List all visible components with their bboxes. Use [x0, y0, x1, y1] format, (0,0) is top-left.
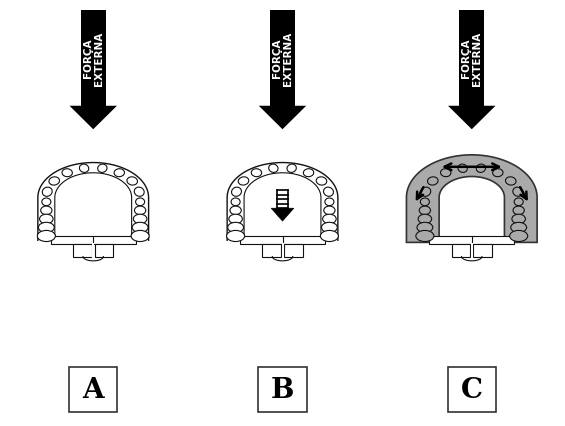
Ellipse shape [131, 231, 149, 242]
Ellipse shape [38, 223, 54, 233]
Ellipse shape [419, 207, 431, 215]
Ellipse shape [238, 177, 249, 186]
Ellipse shape [62, 169, 72, 177]
Polygon shape [429, 236, 514, 244]
Polygon shape [448, 106, 496, 130]
Polygon shape [270, 11, 295, 107]
Polygon shape [451, 244, 470, 257]
Ellipse shape [506, 177, 516, 186]
Ellipse shape [324, 207, 335, 215]
Polygon shape [284, 244, 303, 257]
Text: B: B [271, 376, 294, 403]
Ellipse shape [287, 165, 296, 173]
Polygon shape [259, 106, 306, 130]
Ellipse shape [232, 188, 241, 197]
Polygon shape [271, 209, 294, 222]
Ellipse shape [421, 188, 431, 197]
Ellipse shape [513, 188, 523, 197]
Ellipse shape [134, 207, 146, 215]
Ellipse shape [418, 215, 432, 224]
Ellipse shape [98, 165, 107, 173]
Ellipse shape [324, 188, 333, 197]
Text: A: A [82, 376, 104, 403]
FancyBboxPatch shape [69, 367, 118, 412]
Ellipse shape [37, 231, 55, 242]
Ellipse shape [325, 199, 334, 206]
Ellipse shape [321, 223, 337, 233]
Polygon shape [406, 155, 537, 243]
Text: FORÇA
EXTERNA: FORÇA EXTERNA [83, 32, 103, 86]
Ellipse shape [417, 223, 433, 233]
Text: C: C [461, 376, 483, 403]
FancyBboxPatch shape [447, 367, 496, 412]
Text: FORÇA
EXTERNA: FORÇA EXTERNA [462, 32, 482, 86]
Polygon shape [240, 236, 325, 244]
Ellipse shape [136, 199, 145, 206]
Ellipse shape [458, 165, 467, 173]
Ellipse shape [269, 165, 278, 173]
Polygon shape [73, 244, 92, 257]
Ellipse shape [428, 177, 438, 186]
Ellipse shape [42, 188, 52, 197]
Polygon shape [69, 106, 117, 130]
Ellipse shape [134, 188, 144, 197]
Ellipse shape [323, 215, 336, 224]
Polygon shape [277, 191, 288, 209]
Ellipse shape [510, 231, 528, 242]
Ellipse shape [133, 215, 147, 224]
Ellipse shape [493, 169, 503, 177]
Ellipse shape [80, 165, 89, 173]
Polygon shape [459, 11, 484, 107]
Ellipse shape [316, 177, 327, 186]
Ellipse shape [42, 199, 51, 206]
Ellipse shape [416, 231, 434, 242]
Ellipse shape [476, 165, 485, 173]
Ellipse shape [127, 177, 137, 186]
Ellipse shape [227, 231, 245, 242]
Polygon shape [81, 11, 106, 107]
Polygon shape [51, 236, 136, 244]
Ellipse shape [420, 199, 429, 206]
Ellipse shape [229, 215, 242, 224]
Ellipse shape [49, 177, 59, 186]
Ellipse shape [132, 223, 148, 233]
Ellipse shape [511, 223, 527, 233]
Polygon shape [473, 244, 492, 257]
Polygon shape [95, 244, 114, 257]
FancyBboxPatch shape [259, 367, 306, 412]
Ellipse shape [230, 207, 241, 215]
Ellipse shape [251, 169, 262, 177]
Polygon shape [262, 244, 281, 257]
Text: FORÇA
EXTERNA: FORÇA EXTERNA [272, 32, 293, 86]
Ellipse shape [303, 169, 314, 177]
Ellipse shape [41, 207, 52, 215]
Ellipse shape [40, 215, 53, 224]
Ellipse shape [114, 169, 124, 177]
Ellipse shape [228, 223, 244, 233]
Ellipse shape [512, 215, 525, 224]
Ellipse shape [231, 199, 240, 206]
Ellipse shape [441, 169, 451, 177]
Ellipse shape [514, 199, 523, 206]
Ellipse shape [320, 231, 338, 242]
Ellipse shape [513, 207, 524, 215]
